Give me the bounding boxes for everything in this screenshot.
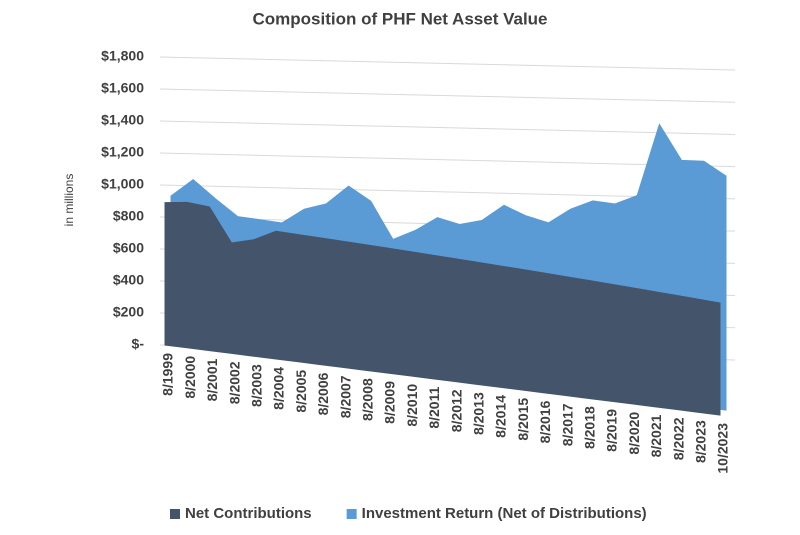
x-tick-label: 8/2007	[337, 375, 353, 418]
y-tick-label: $400	[113, 272, 144, 288]
y-tick-label: $1,000	[101, 176, 144, 192]
x-tick-label: 8/1999	[160, 353, 176, 396]
grid-line	[159, 120, 736, 135]
y-axis-label: in millions	[62, 174, 76, 227]
x-tick-label: 8/2022	[670, 417, 686, 460]
x-tick-label: 10/2023	[715, 423, 731, 474]
x-tick-label: 8/2019	[604, 409, 620, 452]
x-tick-label: 8/2010	[404, 384, 420, 427]
x-tick-label: 8/2001	[204, 358, 220, 401]
x-tick-label: 8/2016	[537, 400, 553, 443]
x-tick-label: 8/2000	[182, 356, 198, 399]
x-tick-label: 8/2009	[382, 381, 398, 424]
x-tick-label: 8/2003	[249, 364, 265, 407]
x-tick-label: 8/2014	[493, 395, 509, 438]
grid-line	[159, 56, 736, 71]
x-tick-label: 8/2017	[559, 403, 575, 446]
y-tick-label: $1,600	[101, 80, 144, 96]
chart-title: Composition of PHF Net Asset Value	[252, 9, 547, 28]
x-tick-label: 8/2023	[693, 420, 709, 463]
x-tick-label: 8/2002	[226, 361, 242, 404]
x-tick-label: 8/2006	[315, 372, 331, 415]
x-tick-label: 8/2021	[648, 414, 664, 457]
legend-swatch	[346, 509, 357, 519]
y-tick-label: $800	[113, 208, 144, 224]
x-tick-label: 8/2004	[271, 367, 287, 410]
x-tick-label: 8/2020	[626, 412, 642, 455]
y-tick-label: $-	[132, 336, 145, 352]
y-tick-label: $1,800	[101, 48, 144, 64]
legend-swatch	[170, 509, 180, 519]
legend-label: Investment Return (Net of Distributions)	[362, 505, 647, 522]
legend-label: Net Contributions	[185, 505, 312, 522]
y-tick-label: $600	[113, 240, 144, 256]
x-tick-label: 8/2015	[515, 398, 531, 441]
x-tick-label: 8/2008	[360, 378, 376, 421]
x-tick-label: 8/2013	[471, 392, 487, 435]
y-tick-label: $1,200	[101, 144, 144, 160]
y-tick-label: $200	[113, 304, 144, 320]
x-tick-label: 8/2005	[293, 370, 309, 413]
grid-line	[159, 88, 736, 103]
y-tick-label: $1,400	[101, 112, 144, 128]
area	[164, 201, 721, 416]
grid-line	[159, 152, 736, 168]
x-tick-label: 8/2018	[582, 406, 598, 449]
x-tick-label: 8/2011	[426, 386, 442, 428]
x-tick-label: 8/2012	[448, 389, 464, 432]
